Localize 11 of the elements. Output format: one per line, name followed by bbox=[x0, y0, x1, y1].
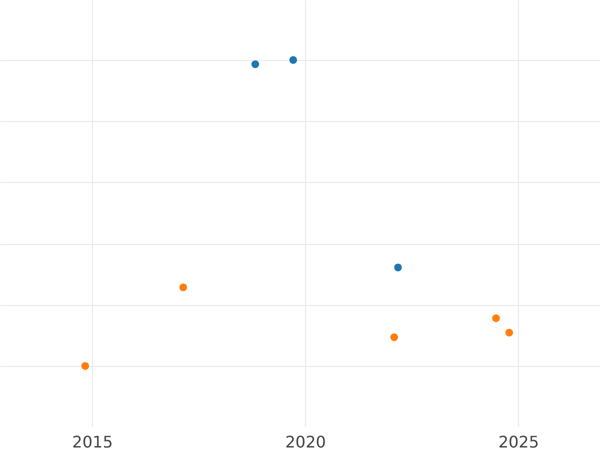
point bbox=[81, 362, 90, 370]
point bbox=[492, 314, 500, 322]
x-tick-label: 2020 bbox=[285, 432, 326, 450]
x-tick-label: 2015 bbox=[72, 432, 113, 450]
point bbox=[289, 56, 298, 64]
point bbox=[390, 333, 398, 342]
point bbox=[505, 328, 514, 337]
x-tick-label: 2025 bbox=[498, 432, 540, 450]
point bbox=[251, 60, 260, 68]
point bbox=[179, 283, 188, 292]
point bbox=[394, 264, 402, 272]
